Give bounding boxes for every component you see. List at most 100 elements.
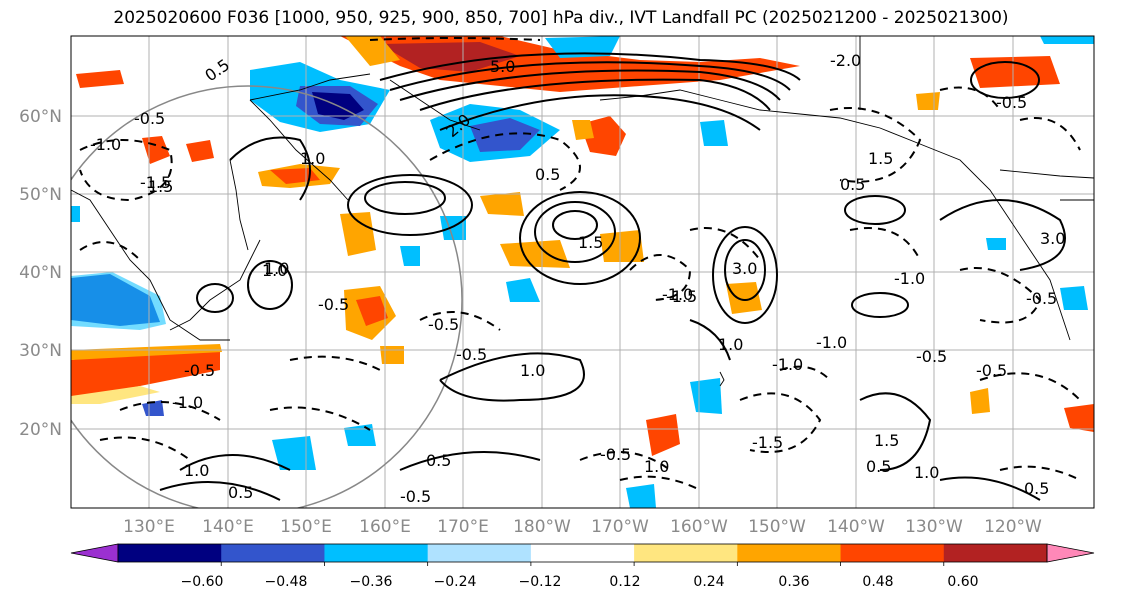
graticule xyxy=(71,36,1094,508)
contour-label: 1.0 xyxy=(184,461,209,480)
lon-label: 120°W xyxy=(984,517,1042,537)
colorbar-cell xyxy=(530,544,635,562)
map-plot-area: 0.5 1.0 1.5 2.0 -0.5 -1.0 -1.5 -2.0 5.0 … xyxy=(71,36,1094,508)
negative-patch xyxy=(986,238,1006,250)
positive-contours xyxy=(159,52,1066,501)
positive-patch xyxy=(500,240,570,268)
negative-patch xyxy=(1040,36,1094,44)
negative-patch xyxy=(71,206,80,222)
negative-patch xyxy=(71,272,166,330)
lon-label: 160°W xyxy=(670,517,728,537)
contour-label: 3.0 xyxy=(732,259,757,278)
positive-patch xyxy=(270,168,320,184)
colorbar-tick-label: 0.60 xyxy=(947,574,978,590)
positive-patch xyxy=(71,386,160,404)
contour-label: -0.5 xyxy=(456,345,487,364)
lon-label: 160°E xyxy=(359,517,411,537)
contour-label: -1.0 xyxy=(90,135,121,154)
contour-label: 0.5 xyxy=(840,175,865,194)
positive-patch xyxy=(345,36,400,66)
contour-label: -0.5 xyxy=(318,295,349,314)
plot-frame xyxy=(70,35,1095,509)
positive-patch xyxy=(600,230,644,262)
colorbar-extend-min xyxy=(70,543,119,563)
positive-patch xyxy=(726,282,762,314)
contour-label: -0.5 xyxy=(400,487,431,506)
contour-label: -1.0 xyxy=(772,355,803,374)
contour-label: -1.5 xyxy=(666,287,697,306)
contour-label: 1.5 xyxy=(874,431,899,450)
contour-label: 0.5 xyxy=(535,165,560,184)
contour-label: 0.5 xyxy=(1024,479,1049,498)
contour-label: -0.5 xyxy=(134,109,165,128)
contour-label: 1.0 xyxy=(914,463,939,482)
lon-label: 130°E xyxy=(123,517,175,537)
lon-label: 150°E xyxy=(280,517,332,537)
map-title: 2025020600 F036 [1000, 950, 925, 900, 85… xyxy=(113,8,1009,28)
lat-label: 60°N xyxy=(19,107,62,127)
contour-label: -1.5 xyxy=(140,173,171,192)
lon-label: 140°E xyxy=(202,517,254,537)
contour-label: 1.0 xyxy=(644,457,669,476)
colorbar-tick-label: 0.36 xyxy=(778,574,809,590)
contour-label: -2.0 xyxy=(830,51,861,70)
colorbar-cell xyxy=(118,544,222,562)
contour-label: -1.0 xyxy=(816,333,847,352)
contour-label: 5.0 xyxy=(490,57,515,76)
lon-axis: 130°E 140°E 150°E 160°E 170°E 180°W 170°… xyxy=(123,517,1042,537)
positive-patch xyxy=(186,140,214,162)
colorbar-cells xyxy=(70,543,1095,566)
positive-patch xyxy=(916,92,940,110)
lat-axis: 60°N 50°N 40°N 30°N 20°N xyxy=(19,107,62,440)
negative-patch xyxy=(470,118,540,152)
colorbar-tick-label: −0.36 xyxy=(350,574,393,590)
positive-patch xyxy=(380,346,404,364)
contour-label: 0.5 xyxy=(866,457,891,476)
colorbar-tick-label: −0.12 xyxy=(519,574,562,590)
contour-labels: 0.5 1.0 1.5 2.0 -0.5 -1.0 -1.5 -2.0 5.0 … xyxy=(90,51,1065,506)
lat-label: 40°N xyxy=(19,263,62,283)
colorbar-tick-label: −0.24 xyxy=(434,574,477,590)
lon-label: 170°W xyxy=(591,517,649,537)
positive-patch xyxy=(580,116,626,156)
colorbar-tick-label: −0.60 xyxy=(181,574,224,590)
contour-label: 1.5 xyxy=(148,177,173,196)
colorbar-cell xyxy=(737,544,842,562)
positive-patch xyxy=(340,212,376,256)
negative-patch xyxy=(506,278,540,302)
positive-patch xyxy=(76,70,124,88)
lon-label: 180°W xyxy=(513,517,571,537)
contour-label: -0.5 xyxy=(916,347,947,366)
contour-label: 1.0 xyxy=(264,259,289,278)
lat-label: 20°N xyxy=(19,420,62,440)
colorbar-cell xyxy=(221,544,325,562)
contour-label: 1.0 xyxy=(300,149,325,168)
lat-label: 30°N xyxy=(19,341,62,361)
colorbar-tick-label: 0.24 xyxy=(693,574,724,590)
positive-patch xyxy=(71,344,222,360)
positive-patch xyxy=(970,388,990,414)
range-ring xyxy=(71,85,463,508)
colorbar-cell xyxy=(324,544,429,562)
colorbar-cell xyxy=(943,544,1048,562)
contour-label: 1.0 xyxy=(520,361,545,380)
contour-label: -0.5 xyxy=(1026,289,1057,308)
colorbar-tick-label: 0.48 xyxy=(862,574,893,590)
colorbar: −0.60 −0.48 −0.36 −0.24 −0.12 0.12 0.24 … xyxy=(70,543,1095,590)
contour-label: -0.5 xyxy=(600,445,631,464)
contour-label: 0.5 xyxy=(228,483,253,502)
positive-patch xyxy=(356,296,388,326)
negative-patch xyxy=(400,246,420,266)
contour-label: -1.5 xyxy=(752,433,783,452)
lon-label: 150°W xyxy=(748,517,806,537)
colorbar-tick-label: −0.48 xyxy=(265,574,308,590)
contour-label: -0.5 xyxy=(976,361,1007,380)
contour-label: -0.5 xyxy=(996,93,1027,112)
contour-label: -0.5 xyxy=(184,361,215,380)
colorbar-cell xyxy=(840,544,945,562)
lat-label: 50°N xyxy=(19,185,62,205)
negative-patch xyxy=(1060,286,1088,310)
colorbar-cell xyxy=(427,544,532,562)
contour-label: 1.5 xyxy=(578,233,603,252)
